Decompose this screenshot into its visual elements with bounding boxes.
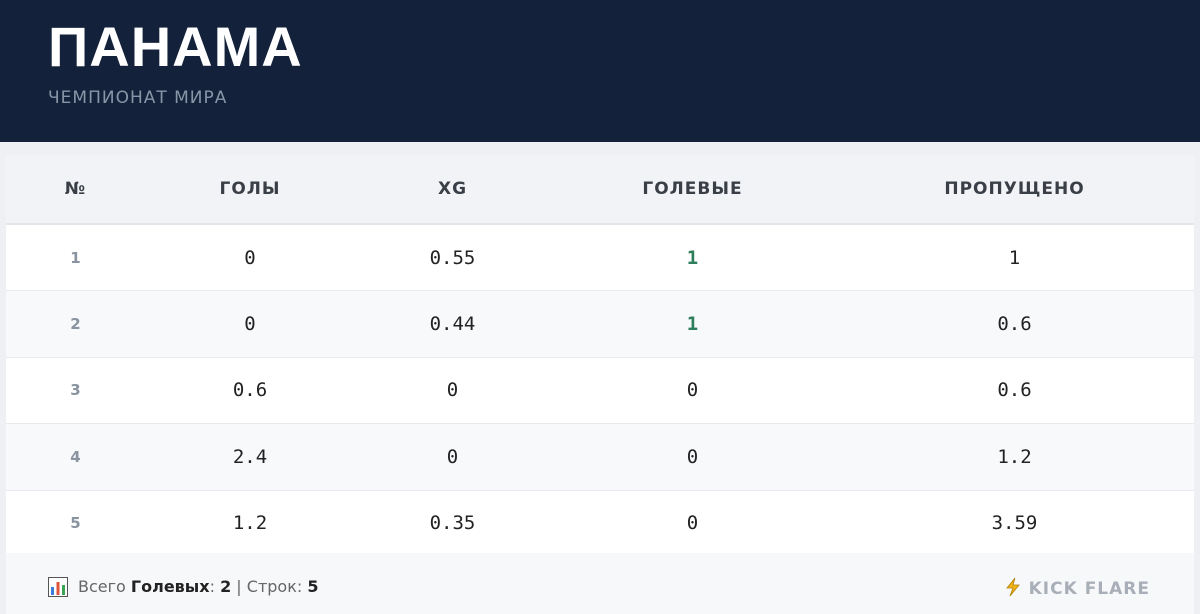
table-cell: 1.2 <box>232 512 268 535</box>
total-label: Всего <box>78 577 126 596</box>
brand-name: KICK FLARE <box>1028 579 1150 599</box>
table-cell: 0 <box>244 246 256 269</box>
column-header: ГОЛЫ <box>219 179 281 199</box>
goals-value: 2 <box>220 577 232 596</box>
column-header: XG <box>437 179 468 199</box>
table: № ГОЛЫ XG ГОЛЕВЫЕ ПРОПУЩЕНО 1 0 0.55 1 1 2 0 0.44 1 0.… <box>6 155 1194 557</box>
summary: Всего Голевых: 2 | Строк: 5 <box>78 577 319 596</box>
table-row: 2 0 0.44 1 0.6 <box>6 291 1194 358</box>
table-cell: 3.59 <box>991 512 1038 535</box>
table-cell: 0 <box>244 313 256 336</box>
header: ПАНАМА ЧЕМПИОНАТ МИРА <box>0 0 1200 142</box>
goals-label: Голевых <box>130 577 210 596</box>
table-cell: 0.6 <box>997 313 1032 336</box>
table-cell: 2 <box>70 315 81 334</box>
chart-icon <box>48 577 68 597</box>
column-header: ГОЛЕВЫЕ <box>642 179 743 199</box>
table-cell: 4 <box>70 447 81 466</box>
table-cell: 0.35 <box>429 512 476 535</box>
colon: : <box>209 577 215 596</box>
column-header: № <box>64 179 87 199</box>
table-cell: 0.55 <box>429 246 476 269</box>
table-cell: 0 <box>686 445 699 468</box>
separator: | <box>236 577 242 596</box>
table-cell: 0 <box>446 445 459 468</box>
table-cell: 0 <box>686 512 699 535</box>
table-cell: 1.2 <box>997 445 1032 468</box>
table-cell: 2.4 <box>232 445 268 468</box>
footer: Всего Голевых: 2 | Строк: 5 KICK FLARE <box>6 553 1194 614</box>
table-cell: 0.6 <box>997 379 1032 402</box>
table-cell: 5 <box>70 514 81 533</box>
brand: KICK FLARE <box>1004 577 1150 599</box>
table-cell: 3 <box>70 381 81 400</box>
subtitle: ЧЕМПИОНАТ МИРА <box>48 88 228 108</box>
table-cell: 1 <box>686 246 699 269</box>
table-row: 3 0.6 0 0 0.6 <box>6 357 1194 425</box>
table-cell: 0.44 <box>429 313 476 336</box>
table-row: 4 2.4 0 0 1.2 <box>6 424 1194 491</box>
table-cell: 0.6 <box>232 379 268 402</box>
rows-value: 5 <box>307 577 319 596</box>
table-row: 5 1.2 0.35 0 3.59 <box>6 490 1194 557</box>
table-cell: 1 <box>70 248 81 267</box>
column-header: ПРОПУЩЕНО <box>944 179 1085 199</box>
bolt-icon <box>1005 577 1020 597</box>
table-cell: 1 <box>1008 246 1021 269</box>
rows-label: Строк: <box>246 577 303 596</box>
header-row: № ГОЛЫ XG ГОЛЕВЫЕ ПРОПУЩЕНО <box>6 155 1194 225</box>
table-row: 1 0 0.55 1 1 <box>6 225 1194 292</box>
table-cell: 1 <box>686 313 699 336</box>
table-cell: 0 <box>446 379 459 402</box>
title: ПАНАМА <box>48 15 303 78</box>
table-cell: 0 <box>686 379 699 402</box>
